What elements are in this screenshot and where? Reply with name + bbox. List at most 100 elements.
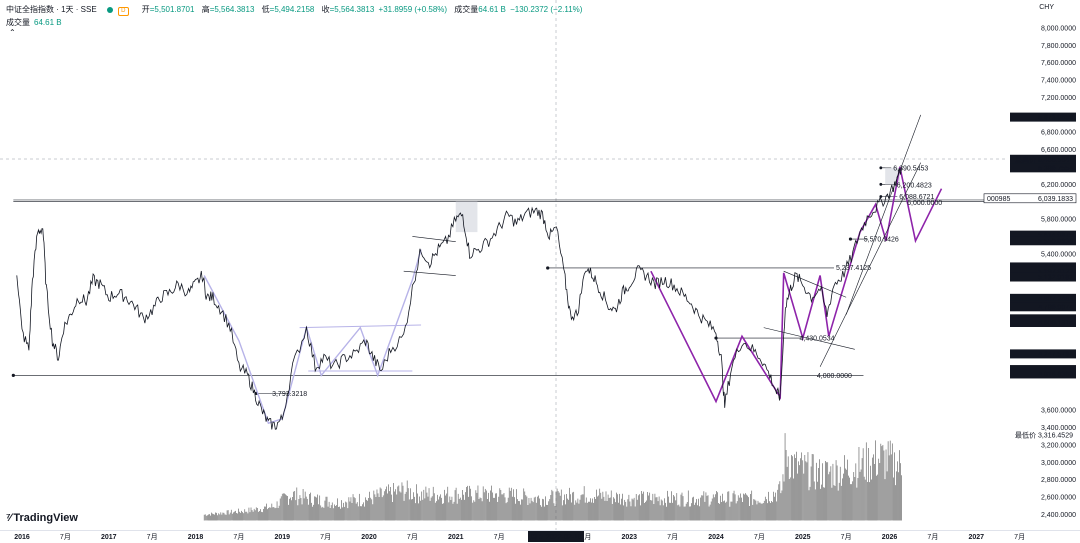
- x-tick-label: 2016: [14, 534, 30, 541]
- y-tick-label: 3,600.0000: [1041, 408, 1076, 415]
- price-tag: 5,197.8122: [1038, 269, 1073, 276]
- volume-label: 成交量: [6, 18, 30, 27]
- annotation-label: 4,430.0534: [800, 336, 835, 343]
- price-tag-bg: [1010, 317, 1076, 327]
- wave-pattern-lavender: [203, 249, 422, 425]
- price-tag-bg: [1010, 154, 1076, 164]
- annotation-label: 6,390.5453: [893, 165, 928, 172]
- collapse-caret-icon[interactable]: ⌃: [9, 28, 16, 37]
- price-tag-bg: [1010, 293, 1076, 303]
- y-tick-label: 6,200.0000: [1041, 182, 1076, 189]
- y-tick-label: 3,200.0000: [1041, 442, 1076, 449]
- price-tag: 5,614.9875: [1038, 233, 1073, 240]
- y-tick-label: 7,600.0000: [1041, 60, 1076, 67]
- wave-pattern-purple: [650, 166, 943, 404]
- symbol-price-tag-bg: [983, 193, 1077, 204]
- y-tick-label: 7,400.0000: [1041, 78, 1076, 85]
- open-value: =5,501.8701: [149, 5, 195, 14]
- trend-line: [783, 270, 847, 298]
- line-anchor: [879, 166, 883, 170]
- trend-line: [763, 327, 855, 350]
- price-tag: 6,389.7554: [1038, 165, 1073, 172]
- x-tick-label: 2021: [448, 534, 464, 541]
- x-tick-label: 2027: [968, 534, 984, 541]
- price-tag: 4,609.1314: [1038, 320, 1073, 327]
- y-tick-label: 2,800.0000: [1041, 477, 1076, 484]
- y-tick-label: 7,200.0000: [1041, 95, 1076, 102]
- volume-indicator[interactable]: 成交量 64.61 B: [6, 17, 62, 28]
- price-tag-bg: [1010, 369, 1076, 379]
- price-tag-bg: [1010, 349, 1076, 359]
- tradingview-logo: ⁷⁄ TradingView: [6, 512, 78, 524]
- annotation-label: 5,570.9426: [864, 237, 899, 244]
- annotation-label: 6,000.0000: [907, 200, 942, 207]
- channel-line: [845, 114, 922, 315]
- volume-value: 64.61 B: [34, 18, 62, 27]
- x-tick-label: 7月: [60, 533, 71, 541]
- price-tag: 5,132.9182: [1038, 275, 1073, 282]
- channel-line: [819, 162, 921, 367]
- data-badge: D: [118, 7, 129, 16]
- price-tag-bg: [1010, 236, 1076, 246]
- y-tick-label: 2,600.0000: [1041, 494, 1076, 501]
- y-tick-label: 5,400.0000: [1041, 251, 1076, 258]
- x-tick-label: 7月: [754, 533, 765, 541]
- y-tick-label: 6,800.0000: [1041, 130, 1076, 137]
- highlight-box: [455, 201, 478, 233]
- y-tick-label: 3,400.0000: [1041, 425, 1076, 432]
- crosshair-date-bg: [528, 531, 584, 542]
- x-tick-label: 2019: [274, 534, 290, 541]
- logo-text: TradingView: [13, 512, 78, 524]
- symbol-price-tag: 6,039.1833: [1038, 196, 1073, 203]
- price-tag-bg: [1010, 230, 1076, 240]
- chart-header: 中证全指指数 · 1天 · SSE D 开=5,501.8701 高=5,564…: [6, 4, 584, 16]
- annotation-label: 6,088.6721: [899, 194, 934, 201]
- low-label: 低: [261, 5, 270, 14]
- x-tick-label: 7月: [1014, 533, 1025, 541]
- flag-line: [403, 270, 456, 276]
- x-tick-label: 2025: [795, 534, 811, 541]
- x-tick-label: 7月: [147, 533, 158, 541]
- line-anchor: [11, 373, 15, 377]
- price-tag: 4,789.9074: [1038, 304, 1073, 311]
- price-tag: 5,550.0936: [1038, 238, 1073, 245]
- drawings-layer[interactable]: [11, 114, 1008, 425]
- min-price-label: 最低价: [1015, 430, 1036, 439]
- header-volume-value: 64.61 B: [478, 5, 506, 14]
- low-value: =5,494.2158: [269, 5, 315, 14]
- tradingview-mark-icon: ⁷⁄: [6, 512, 11, 524]
- annotation-label: 6,200.4823: [897, 183, 932, 190]
- currency-label[interactable]: CHY: [1039, 4, 1054, 11]
- x-tick-label: 7月: [841, 533, 852, 541]
- price-tag: 4,016.6360: [1038, 371, 1073, 378]
- x-axis: 20167月20177月20187月20197月20207月20217月2022…: [14, 531, 1025, 542]
- change-value: +31.8959 (+0.58%): [378, 5, 448, 14]
- line-anchor: [879, 182, 883, 186]
- close-label: 收: [321, 5, 330, 14]
- symbol-price-tag-symbol: 000985: [987, 196, 1010, 203]
- line-anchor: [546, 266, 550, 270]
- x-tick-label: 2024: [708, 534, 724, 541]
- x-tick-label: 7月: [233, 533, 244, 541]
- price-tag: 4,887.2483: [1038, 296, 1073, 303]
- price-tag: 4,247.5794: [1038, 351, 1073, 358]
- x-tick-label: 2023: [621, 534, 637, 541]
- max-price-label: 最高价: [1015, 155, 1036, 164]
- annotations-layer: 6,390.5453 6,200.4823 6,088.67216,000.0000…: [272, 165, 942, 398]
- channel-line: [299, 324, 422, 329]
- x-tick-label: 7月: [580, 533, 591, 541]
- price-tag: 6,488.5041: [1038, 157, 1073, 164]
- symbol-title[interactable]: 中证全指指数 · 1天 · SSE: [6, 5, 97, 14]
- open-label: 开: [141, 5, 150, 14]
- price-tag-bg: [1010, 272, 1076, 282]
- x-tick-label: 2026: [882, 534, 898, 541]
- flag-line: [412, 236, 456, 242]
- crosshair-date-label: 周五 2022-02-18: [530, 533, 582, 541]
- x-tick-label: 7月: [927, 533, 938, 541]
- x-tick-label: 7月: [667, 533, 678, 541]
- annotation-label: 3,793.3218: [272, 391, 307, 398]
- header-extra-value: −130.2372 (−2.11%): [510, 5, 583, 14]
- x-tick-label: 7月: [320, 533, 331, 541]
